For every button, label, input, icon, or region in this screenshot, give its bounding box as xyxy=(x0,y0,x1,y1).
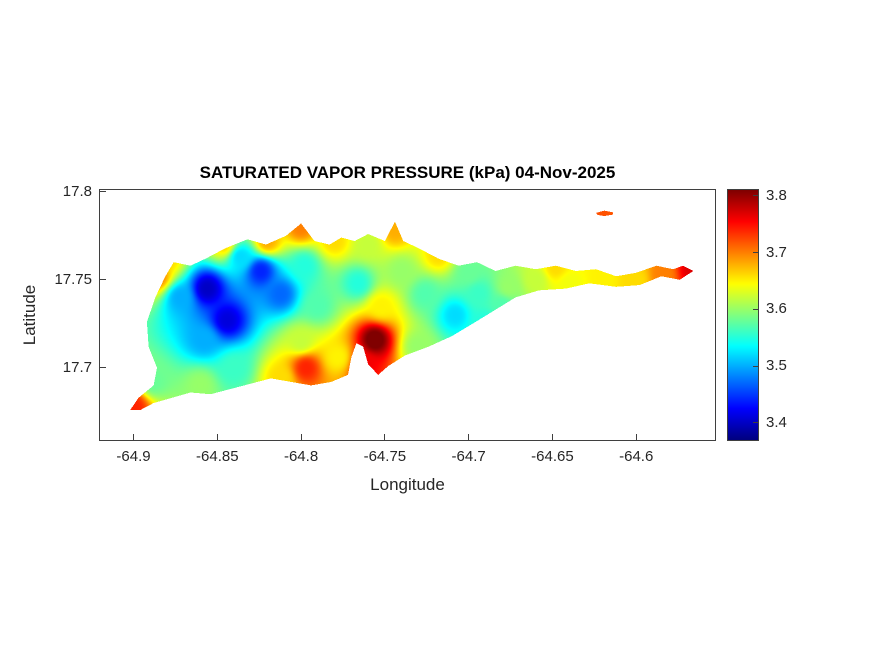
colorbar-tick-mark xyxy=(753,252,758,253)
colorbar-tick-mark xyxy=(753,422,758,424)
colorbar-tick-label: 3.7 xyxy=(766,243,787,261)
x-tick-label: -64.9 xyxy=(116,448,151,465)
x-tick-label: -64.75 xyxy=(363,448,407,465)
x-tick-label: -64.6 xyxy=(619,448,654,465)
colorbar-tick-label: 3.8 xyxy=(766,186,787,204)
y-tick-mark xyxy=(100,279,106,281)
colorbar-frame xyxy=(727,189,759,441)
x-tick-mark xyxy=(635,434,637,440)
x-tick-label: -64.8 xyxy=(283,448,319,465)
y-tick-label: 17.8 xyxy=(62,182,92,200)
y-tick-mark xyxy=(100,367,106,369)
colorbar-canvas xyxy=(728,190,758,440)
x-axis-label: Longitude xyxy=(370,475,445,494)
y-tick-label: 17.75 xyxy=(54,270,92,288)
x-tick-label: -64.85 xyxy=(196,448,239,465)
colorbar-tick-mark xyxy=(753,195,758,197)
x-tick-mark xyxy=(551,434,553,440)
colorbar-tick-mark xyxy=(753,308,758,310)
y-axis-label: Latitude xyxy=(20,284,39,346)
x-tick-mark xyxy=(133,434,134,440)
x-tick-mark xyxy=(468,434,470,440)
x-tick-label: -64.7 xyxy=(451,448,486,465)
colorbar-tick-mark xyxy=(753,365,758,367)
colorbar-tick-label: 3.6 xyxy=(766,300,787,318)
colorbar-tick-label: 3.5 xyxy=(766,357,787,375)
heatmap-canvas xyxy=(100,190,715,440)
x-tick-mark xyxy=(216,434,218,440)
y-tick-label: 17.7 xyxy=(62,358,92,376)
x-tick-label: -64.65 xyxy=(531,448,574,465)
colorbar-tick-label: 3.4 xyxy=(766,413,787,431)
x-tick-mark xyxy=(300,434,302,440)
chart-title: SATURATED VAPOR PRESSURE (kPa) 04-Nov-20… xyxy=(199,163,616,182)
y-tick-mark xyxy=(100,191,106,193)
x-tick-mark xyxy=(384,434,386,440)
